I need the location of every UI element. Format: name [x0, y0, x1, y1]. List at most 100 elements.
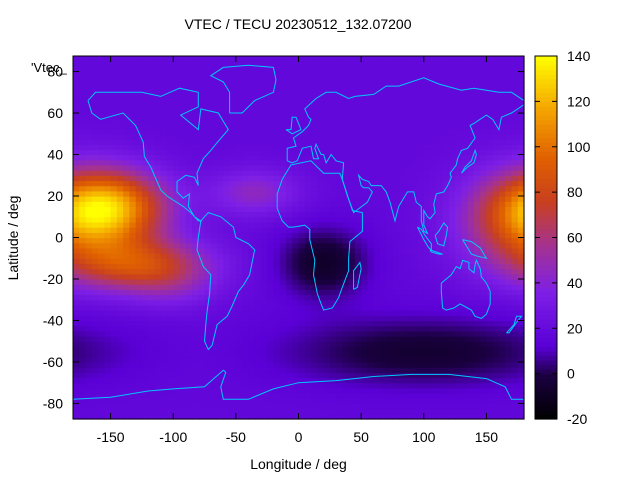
heatmap-cell: [204, 263, 212, 270]
heatmap-cell: [279, 398, 287, 405]
heatmap-cell: [379, 413, 387, 420]
heatmap-cell: [298, 227, 306, 233]
heatmap-cell: [242, 387, 249, 394]
heatmap-cell: [160, 211, 168, 218]
heatmap-cell: [311, 76, 318, 83]
heatmap-cell: [430, 61, 437, 67]
heatmap-cell: [192, 196, 199, 202]
heatmap-cell: [235, 351, 243, 358]
heatmap-cell: [273, 351, 281, 358]
heatmap-cell: [248, 149, 256, 156]
heatmap-cell: [492, 133, 500, 140]
heatmap-cell: [442, 164, 450, 171]
heatmap-cell: [166, 284, 174, 290]
heatmap-cell: [404, 361, 412, 368]
heatmap-cell: [392, 138, 400, 145]
heatmap-cell: [292, 196, 300, 202]
heatmap-cell: [336, 87, 343, 93]
heatmap-cell: [98, 232, 105, 239]
heatmap-cell: [423, 118, 431, 125]
heatmap-cell: [367, 336, 375, 342]
heatmap-cell: [223, 61, 231, 67]
heatmap-cell: [160, 242, 168, 249]
heatmap-cell: [260, 346, 268, 353]
heatmap-cell: [85, 118, 93, 125]
heatmap-cell: [411, 372, 419, 379]
heatmap-cell: [223, 56, 231, 62]
heatmap-cell: [298, 107, 306, 114]
heatmap-cell: [260, 325, 268, 332]
heatmap-cell: [367, 242, 375, 249]
heatmap-cell: [110, 367, 118, 373]
heatmap-cell: [423, 123, 431, 130]
heatmap-cell: [73, 284, 80, 290]
heatmap-cell: [373, 398, 381, 405]
heatmap-cell: [448, 284, 456, 290]
heatmap-cell: [279, 71, 287, 78]
heatmap-cell: [329, 310, 337, 316]
heatmap-cell: [386, 408, 394, 415]
heatmap-cell: [329, 81, 337, 88]
heatmap-cell: [304, 71, 312, 78]
heatmap-cell: [292, 149, 300, 156]
heatmap-cell: [204, 211, 212, 218]
heatmap-cell: [135, 263, 143, 270]
heatmap-cell: [217, 382, 224, 389]
heatmap-cell: [292, 66, 300, 73]
heatmap-cell: [511, 377, 519, 384]
heatmap-cell: [442, 258, 450, 265]
heatmap-cell: [91, 346, 99, 353]
heatmap-cell: [480, 71, 488, 78]
heatmap-cell: [273, 107, 281, 114]
heatmap-cell: [73, 92, 80, 99]
heatmap-cell: [361, 118, 368, 125]
heatmap-cell: [198, 408, 206, 415]
heatmap-cell: [486, 221, 494, 228]
heatmap-cell: [73, 393, 80, 399]
heatmap-cell: [404, 221, 412, 228]
heatmap-cell: [436, 294, 444, 301]
heatmap-cell: [173, 149, 181, 156]
heatmap-cell: [392, 92, 400, 99]
heatmap-cell: [367, 170, 375, 176]
heatmap-cell: [273, 278, 281, 285]
heatmap-cell: [342, 138, 350, 145]
heatmap-cell: [436, 310, 444, 316]
heatmap-cell: [154, 185, 162, 192]
heatmap-cell: [417, 258, 425, 265]
heatmap-cell: [323, 351, 331, 358]
heatmap-cell: [273, 247, 281, 254]
heatmap-cell: [242, 247, 249, 254]
heatmap-cell: [473, 408, 481, 415]
heatmap-cell: [511, 361, 519, 368]
heatmap-cell: [273, 242, 281, 249]
heatmap-cell: [235, 170, 243, 176]
heatmap-cell: [273, 154, 281, 161]
heatmap-cell: [267, 247, 275, 254]
heatmap-cell: [361, 180, 368, 187]
heatmap-cell: [223, 310, 231, 316]
heatmap-cell: [279, 232, 287, 239]
heatmap-cell: [480, 128, 488, 135]
heatmap-cell: [448, 164, 456, 171]
heatmap-cell: [430, 361, 437, 368]
heatmap-cell: [160, 170, 168, 176]
heatmap-cell: [361, 206, 368, 213]
heatmap-cell: [511, 247, 519, 254]
heatmap-cell: [198, 107, 206, 114]
heatmap-cell: [235, 336, 243, 342]
heatmap-cell: [160, 325, 168, 332]
heatmap-cell: [467, 164, 475, 171]
heatmap-cell: [480, 144, 488, 150]
heatmap-cell: [260, 206, 268, 213]
heatmap-cell: [361, 398, 368, 405]
heatmap-cell: [285, 393, 293, 399]
heatmap-cell: [123, 206, 130, 213]
heatmap-cell: [417, 289, 425, 296]
heatmap-cell: [260, 304, 268, 311]
heatmap-cell: [141, 216, 149, 223]
heatmap-cell: [91, 102, 99, 109]
heatmap-cell: [154, 206, 162, 213]
heatmap-cell: [116, 128, 124, 135]
heatmap-cell: [235, 227, 243, 233]
